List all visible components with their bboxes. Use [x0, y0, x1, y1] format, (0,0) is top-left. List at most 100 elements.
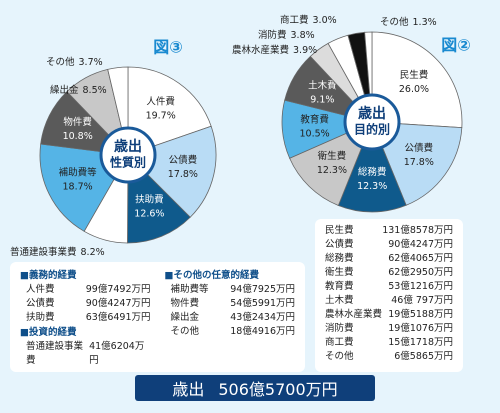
item-name: 衛生費: [325, 267, 354, 278]
item-amount: 53億1216万円: [388, 281, 453, 292]
item-amount: 6億5865万円: [394, 351, 453, 362]
item-name: 公債費: [26, 298, 55, 309]
center-label: 歳出: [114, 138, 142, 155]
item-amount: 43億2434万円: [230, 312, 295, 323]
item-name: 繰出金: [170, 312, 200, 323]
slice-value: 17.8%: [404, 157, 434, 168]
table-row: 商工費 15億1718万円: [325, 336, 453, 350]
slice-category: 普通建設事業費: [10, 246, 77, 258]
item-name: 商工費: [325, 337, 354, 348]
table-row: 農林水産業費 19億5188万円: [325, 308, 453, 322]
table-row: 衛生費 62億2950万円: [325, 266, 453, 280]
pie-slice: [371, 121, 463, 206]
table-row: 消防費 19億1076万円: [325, 322, 453, 336]
section-heading: ■その他の任意的経費: [164, 270, 259, 281]
slice-value: 26.0%: [399, 84, 429, 95]
item-amount: 54億5991万円: [230, 298, 295, 309]
slice-value: 8.2%: [81, 247, 105, 258]
item-name: 物件費: [170, 298, 200, 309]
slice-category: 公債費: [169, 154, 198, 166]
table-row: 公債費 90億4247万円: [325, 238, 453, 252]
slice-value: 1.3%: [413, 17, 437, 28]
item-name: 補助費等: [170, 284, 209, 295]
slice-label: 農林水産業費 3.9%: [232, 44, 317, 56]
item-amount: 63億6491万円: [85, 312, 151, 323]
table-row: 補助費等 94億7925万円: [165, 283, 296, 297]
table-row: 総務費 62億4065万円: [325, 252, 453, 266]
slice-category: 扶助費: [135, 194, 164, 206]
slice-label: 商工費 3.0%: [280, 14, 337, 26]
table-row: 民生費 131億8578万円: [325, 224, 453, 238]
item-amount: 41億6204万円: [89, 341, 145, 366]
item-amount: 90億4247万円: [85, 298, 151, 309]
item-amount: 90億4247万円: [388, 239, 453, 250]
pie-slice: [371, 31, 463, 129]
item-name: 人件費: [26, 284, 55, 295]
slice-value: 3.7%: [79, 57, 103, 68]
slice-value: 12.6%: [134, 209, 164, 220]
purpose-table: 民生費 131億8578万円 公債費 90億4247万円総務費 62億4065万円衛生費…: [315, 219, 463, 372]
section-heading: ■投資的経費: [20, 327, 77, 338]
slice-category: 衛生費: [318, 150, 347, 162]
item-name: 消防費: [325, 323, 354, 334]
item-name: 土木費: [325, 295, 354, 306]
item-amount: 62億2950万円: [388, 267, 453, 278]
item-amount: 15億1718万円: [388, 337, 453, 348]
table-row: 土木費 46億 797万円: [325, 294, 453, 308]
slice-category: 物件費: [63, 116, 92, 128]
center-badge: [343, 93, 401, 151]
center-label: 歳出: [358, 105, 386, 122]
pie-slice: [127, 66, 212, 156]
table-column: ■義務的経費 人件費 99億7492万円 公債費 90億4247万円 扶助費 63億6491…: [20, 268, 151, 366]
total-banner: 歳出 506億5700万円: [135, 375, 375, 401]
slice-label: 消防費 3.8%: [258, 29, 315, 41]
item-name: 農林水産業費: [325, 309, 383, 320]
item-amount: 18億4916万円: [230, 326, 295, 337]
slice-category: 繰出金: [50, 84, 79, 96]
pie-slice: [289, 121, 373, 206]
item-name: その他: [325, 351, 354, 362]
total-amount: 506億5700万円: [218, 380, 338, 399]
center-label: 目的別: [354, 122, 390, 137]
table-row: 扶助費 63億6491万円: [20, 311, 151, 325]
slice-category: その他: [46, 56, 75, 68]
slice-value: 12.3%: [317, 165, 347, 176]
item-name: 総務費: [325, 253, 354, 264]
slice-category: 人件費: [146, 96, 175, 108]
center-label: 性質別: [109, 155, 146, 170]
item-amount: 62億4065万円: [388, 253, 453, 264]
figure-badge: 図③: [153, 38, 183, 57]
slice-category: 補助費等: [59, 167, 98, 179]
slice-value: 8.5%: [83, 85, 107, 96]
table-row: その他 6億5865万円: [325, 350, 453, 364]
slice-label: その他 1.3%: [380, 16, 437, 28]
slice-value: 17.8%: [168, 169, 198, 180]
table-row: 繰出金 43億2434万円: [165, 311, 296, 325]
slice-value: 3.8%: [291, 30, 315, 41]
item-amount: 99億7492万円: [85, 284, 151, 295]
item-amount: 131億8578万円: [382, 225, 453, 236]
slice-value: 18.7%: [62, 182, 92, 193]
slice-value: 10.8%: [63, 131, 93, 142]
table-row: 人件費 99億7492万円: [20, 283, 151, 297]
slice-category: その他: [380, 16, 409, 28]
slice-value: 19.7%: [146, 111, 176, 122]
slice-value: 3.9%: [293, 45, 317, 56]
slice-category: 民生費: [400, 69, 429, 81]
table-row: 教育費 53億1216万円: [325, 280, 453, 294]
item-amount: 19億5188万円: [388, 309, 453, 320]
slice-value: 9.1%: [310, 94, 334, 105]
table-row: 普通建設事業費 41億6204万円: [20, 340, 151, 366]
slice-category: 農林水産業費: [232, 44, 289, 56]
figure-badge: 図②: [441, 36, 471, 55]
item-name: 教育費: [325, 281, 354, 292]
slice-category: 総務費: [358, 166, 387, 178]
slice-label: その他 3.7%: [46, 56, 103, 68]
item-name: その他: [170, 326, 200, 337]
slice-category: 消防費: [258, 29, 287, 41]
table-row: 公債費 90億4247万円: [20, 297, 151, 311]
slice-category: 公債費: [405, 142, 434, 154]
item-name: 公債費: [325, 239, 354, 250]
